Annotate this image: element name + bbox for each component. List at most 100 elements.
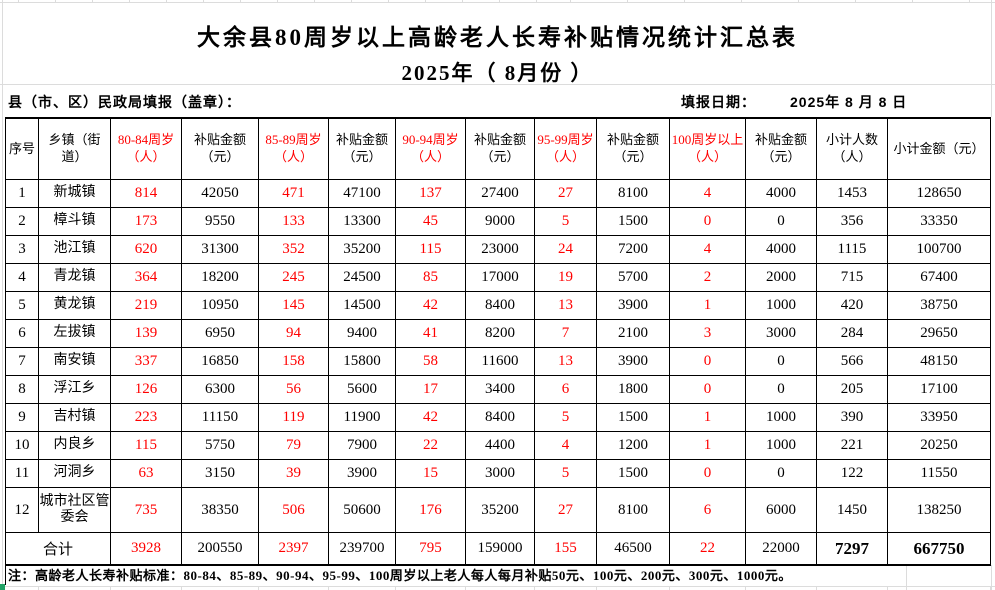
column-header[interactable]: 小计金额（元） <box>887 117 991 180</box>
cell-value[interactable]: 2000 <box>745 263 817 292</box>
column-header[interactable]: 80-84周岁（人） <box>110 117 182 180</box>
cell-value[interactable]: 10950 <box>181 291 259 320</box>
statistics-table[interactable]: 序号 乡镇（街道） 80-84周岁（人） 补贴金额（元） 85-89周岁（人） 补贴金额（… <box>5 117 991 566</box>
cell-value[interactable]: 14500 <box>328 291 396 320</box>
cell-value[interactable]: 31300 <box>181 235 259 264</box>
cell-value[interactable]: 56 <box>258 375 329 404</box>
cell-value[interactable]: 814 <box>110 179 182 208</box>
cell-value[interactable]: 13 <box>534 347 597 376</box>
cell-row-number[interactable]: 2 <box>5 207 39 236</box>
cell-value[interactable]: 13300 <box>328 207 396 236</box>
cell-town-name[interactable]: 青龙镇 <box>38 263 111 292</box>
cell-value[interactable]: 27400 <box>465 179 535 208</box>
cell-value[interactable]: 22 <box>395 431 466 460</box>
cell-value[interactable]: 94 <box>258 319 329 348</box>
cell-value[interactable]: 3900 <box>328 459 396 488</box>
cell-value[interactable]: 115 <box>110 431 182 460</box>
cell-value[interactable]: 128650 <box>887 179 991 208</box>
cell-value[interactable]: 6 <box>669 487 746 533</box>
cell-value[interactable]: 1200 <box>596 431 670 460</box>
cell-value[interactable]: 7900 <box>328 431 396 460</box>
cell-total-value[interactable]: 795 <box>395 532 466 566</box>
cell-value[interactable]: 7 <box>534 319 597 348</box>
cell-row-number[interactable]: 5 <box>5 291 39 320</box>
cell-value[interactable]: 9000 <box>465 207 535 236</box>
cell-value[interactable]: 6300 <box>181 375 259 404</box>
cell-value[interactable]: 506 <box>258 487 329 533</box>
cell-value[interactable]: 5600 <box>328 375 396 404</box>
cell-total-value[interactable]: 200550 <box>181 532 259 566</box>
cell-value[interactable]: 356 <box>816 207 888 236</box>
cell-value[interactable]: 17000 <box>465 263 535 292</box>
cell-town-name[interactable]: 浮江乡 <box>38 375 111 404</box>
cell-value[interactable]: 29650 <box>887 319 991 348</box>
cell-value[interactable]: 352 <box>258 235 329 264</box>
column-header[interactable]: 补贴金额（元） <box>181 117 259 180</box>
cell-value[interactable]: 42050 <box>181 179 259 208</box>
cell-value[interactable]: 17100 <box>887 375 991 404</box>
cell-value[interactable]: 566 <box>816 347 888 376</box>
cell-value[interactable]: 1500 <box>596 403 670 432</box>
cell-value[interactable]: 45 <box>395 207 466 236</box>
cell-total-value[interactable]: 159000 <box>465 532 535 566</box>
cell-value[interactable]: 5 <box>534 207 597 236</box>
cell-value[interactable]: 100700 <box>887 235 991 264</box>
column-header[interactable]: 序号 <box>5 117 39 180</box>
cell-town-name[interactable]: 新城镇 <box>38 179 111 208</box>
cell-row-number[interactable]: 8 <box>5 375 39 404</box>
cell-value[interactable]: 33950 <box>887 403 991 432</box>
cell-value[interactable]: 2100 <box>596 319 670 348</box>
cell-value[interactable]: 5700 <box>596 263 670 292</box>
cell-value[interactable]: 735 <box>110 487 182 533</box>
cell-value[interactable]: 4 <box>669 179 746 208</box>
cell-value[interactable]: 284 <box>816 319 888 348</box>
cell-value[interactable]: 5 <box>534 459 597 488</box>
cell-value[interactable]: 8200 <box>465 319 535 348</box>
cell-value[interactable]: 19 <box>534 263 597 292</box>
cell-row-number[interactable]: 6 <box>5 319 39 348</box>
column-header[interactable]: 85-89周岁（人） <box>258 117 329 180</box>
cell-value[interactable]: 3000 <box>745 319 817 348</box>
cell-value[interactable]: 38350 <box>181 487 259 533</box>
cell-value[interactable]: 23000 <box>465 235 535 264</box>
cell-value[interactable]: 390 <box>816 403 888 432</box>
cell-value[interactable]: 1000 <box>745 431 817 460</box>
cell-value[interactable]: 15 <box>395 459 466 488</box>
cell-total-value[interactable]: 155 <box>534 532 597 566</box>
cell-value[interactable]: 9550 <box>181 207 259 236</box>
cell-value[interactable]: 0 <box>745 375 817 404</box>
cell-value[interactable]: 1453 <box>816 179 888 208</box>
cell-value[interactable]: 139 <box>110 319 182 348</box>
cell-value[interactable]: 3900 <box>596 347 670 376</box>
cell-value[interactable]: 5750 <box>181 431 259 460</box>
cell-town-name[interactable]: 池江镇 <box>38 235 111 264</box>
cell-value[interactable]: 5 <box>534 403 597 432</box>
cell-value[interactable]: 11900 <box>328 403 396 432</box>
cell-value[interactable]: 173 <box>110 207 182 236</box>
cell-town-name[interactable]: 樟斗镇 <box>38 207 111 236</box>
cell-value[interactable]: 6000 <box>745 487 817 533</box>
cell-value[interactable]: 11600 <box>465 347 535 376</box>
cell-value[interactable]: 0 <box>669 347 746 376</box>
cell-value[interactable]: 17 <box>395 375 466 404</box>
cell-value[interactable]: 0 <box>745 207 817 236</box>
cell-value[interactable]: 27 <box>534 179 597 208</box>
cell-value[interactable]: 35200 <box>465 487 535 533</box>
cell-value[interactable]: 1000 <box>745 291 817 320</box>
cell-value[interactable]: 27 <box>534 487 597 533</box>
cell-value[interactable]: 4 <box>534 431 597 460</box>
cell-value[interactable]: 24500 <box>328 263 396 292</box>
cell-value[interactable]: 471 <box>258 179 329 208</box>
cell-value[interactable]: 47100 <box>328 179 396 208</box>
column-header[interactable]: 小计人数（人） <box>816 117 888 180</box>
cell-value[interactable]: 3000 <box>465 459 535 488</box>
cell-value[interactable]: 137 <box>395 179 466 208</box>
cell-total-value[interactable]: 22 <box>669 532 746 566</box>
cell-value[interactable]: 11150 <box>181 403 259 432</box>
cell-value[interactable]: 115 <box>395 235 466 264</box>
cell-value[interactable]: 85 <box>395 263 466 292</box>
cell-value[interactable]: 7200 <box>596 235 670 264</box>
cell-value[interactable]: 0 <box>745 347 817 376</box>
cell-value[interactable]: 3 <box>669 319 746 348</box>
cell-value[interactable]: 223 <box>110 403 182 432</box>
